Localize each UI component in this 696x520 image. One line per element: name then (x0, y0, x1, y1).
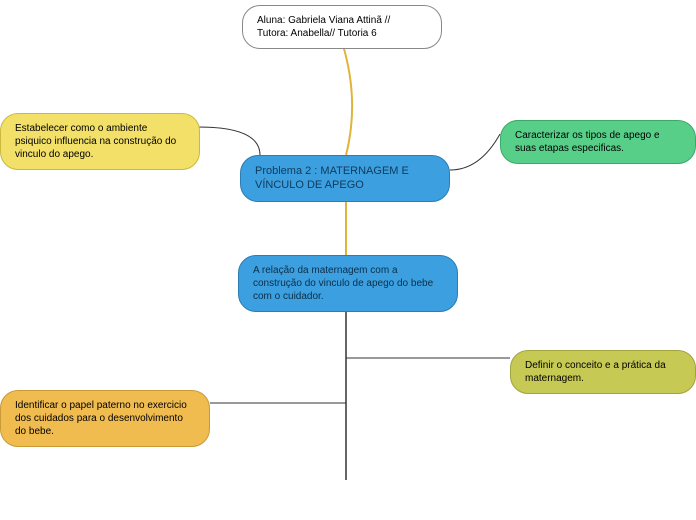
node-problema: Problema 2 : MATERNAGEM E VÍNCULO DE APE… (240, 155, 450, 202)
header-node: Aluna: Gabriela Viana Attinã // Tutora: … (242, 5, 442, 49)
node-ambiente: Estabelecer como o ambiente psiquico inf… (0, 113, 200, 170)
node-tipos: Caracterizar os tipos de apego e suas et… (500, 120, 696, 164)
node-definir: Definir o conceito e a prática da matern… (510, 350, 696, 394)
node-ambiente-text: Estabelecer como o ambiente psiquico inf… (15, 123, 176, 160)
node-tipos-text: Caracterizar os tipos de apego e suas et… (515, 130, 660, 154)
header-line2: Tutora: Anabella// Tutoria 6 (257, 27, 427, 40)
node-definir-text: Definir o conceito e a prática da matern… (525, 360, 666, 384)
node-paterno: Identificar o papel paterno no exercicio… (0, 390, 210, 447)
node-relacao-text: A relação da maternagem com a construção… (253, 265, 433, 302)
node-paterno-text: Identificar o papel paterno no exercicio… (15, 400, 187, 437)
node-relacao: A relação da maternagem com a construção… (238, 255, 458, 312)
node-problema-text: Problema 2 : MATERNAGEM E VÍNCULO DE APE… (255, 165, 409, 191)
header-line1: Aluna: Gabriela Viana Attinã // (257, 14, 427, 27)
